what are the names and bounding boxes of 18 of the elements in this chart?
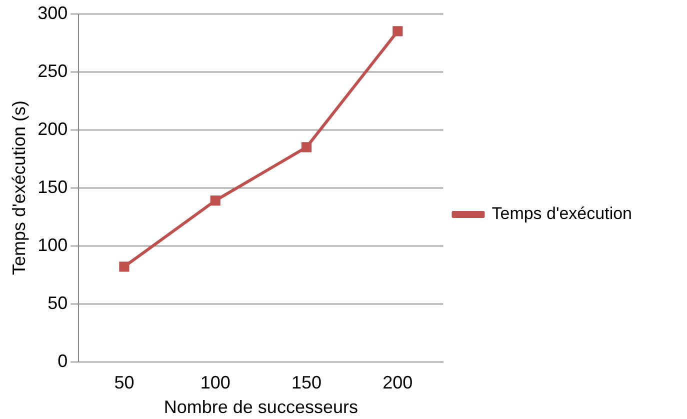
y-tick-label: 300 — [38, 2, 68, 23]
x-axis-title: Nombre de successeurs — [164, 397, 358, 418]
x-tick-label: 150 — [291, 372, 322, 393]
x-tick-label: 200 — [382, 372, 413, 393]
y-axis-title: Temps d'exécution (s) — [8, 100, 29, 276]
point — [301, 142, 312, 152]
y-tick-label: 200 — [38, 118, 68, 139]
x-tick-label: 50 — [114, 372, 134, 393]
y-tick-label: 0 — [58, 350, 68, 371]
y-tick-label: 50 — [48, 292, 68, 313]
point — [119, 262, 130, 272]
y-tick-label: 150 — [38, 176, 68, 197]
y-tick-label: 100 — [38, 234, 68, 255]
y-tick-label: 250 — [38, 60, 68, 81]
x-tick-label: 100 — [200, 372, 230, 393]
point — [210, 196, 220, 206]
legend-label: Temps d'exécution — [492, 204, 632, 224]
point — [392, 26, 403, 36]
